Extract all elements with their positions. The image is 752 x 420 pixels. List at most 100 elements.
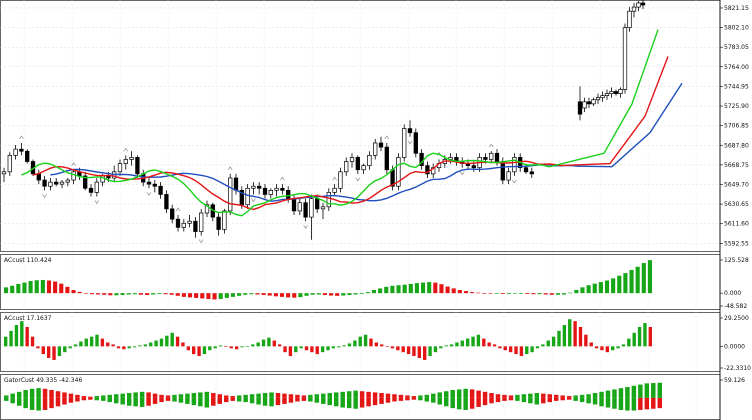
histogram-bar [46, 346, 51, 358]
gator-lower-bar [599, 397, 604, 407]
indicator-y-tick-label: -22.3310 [724, 365, 751, 372]
gator-upper-bar [657, 382, 662, 398]
indicator-title-2: ACcust 17.1637 [4, 315, 52, 322]
candle [1, 171, 7, 175]
candle [187, 220, 192, 224]
histogram-bar [604, 280, 610, 294]
histogram-bar [77, 291, 82, 294]
main-y-tick-label: 5783.05 [724, 44, 749, 51]
histogram-bar [390, 346, 395, 349]
histogram-bar [508, 346, 513, 353]
histogram-bar [335, 293, 340, 296]
indicator-y-tick-label: -48.582 [724, 303, 747, 310]
histogram-bar [623, 273, 628, 294]
gator-upper-bar [573, 395, 578, 398]
histogram-bar [605, 346, 610, 353]
gator-upper-bar [644, 383, 650, 398]
gator-lower-bar [236, 397, 242, 402]
gator-lower-bar [75, 397, 80, 402]
histogram-bar [641, 263, 646, 294]
fractal-down-marker [94, 200, 100, 205]
histogram-bar [36, 346, 40, 349]
gator-upper-bar [301, 395, 307, 398]
histogram-bar [546, 340, 550, 347]
histogram-bar [326, 346, 330, 351]
candle [483, 157, 488, 160]
histogram-bar [41, 346, 45, 355]
gator-upper-bar [94, 396, 100, 398]
gator-upper-bar [269, 392, 274, 398]
gator-upper-bar [224, 395, 229, 398]
histogram-bar [298, 293, 303, 298]
gator-upper-bar [256, 393, 261, 398]
alligator-teeth-line [32, 56, 669, 211]
gator-lower-bar [560, 397, 565, 401]
main-y-tick-label: 5649.70 [724, 181, 749, 188]
histogram-bar [22, 282, 27, 294]
histogram-bar [347, 343, 352, 347]
histogram-bar [149, 342, 153, 347]
histogram-bar [40, 279, 45, 294]
gator-lower-bar [159, 397, 164, 403]
candle [609, 91, 614, 94]
histogram-bar [292, 293, 297, 298]
gator-lower-bar [644, 397, 650, 410]
gator-upper-bar [126, 393, 132, 398]
candle [577, 101, 583, 115]
histogram-bar [455, 342, 459, 347]
candle [636, 2, 641, 8]
main-y-tick-label: 5687.80 [724, 142, 749, 149]
histogram-bar [621, 344, 626, 347]
fractal-down-marker [355, 177, 361, 182]
gator-upper-bar [120, 393, 125, 398]
candle [591, 99, 596, 105]
candle [25, 150, 30, 162]
histogram-bar [10, 285, 15, 294]
candle [193, 220, 198, 232]
histogram-bar [4, 336, 8, 347]
histogram-bar [175, 336, 180, 347]
gator-lower-bar [249, 397, 255, 404]
histogram-bar [234, 346, 239, 350]
gator-upper-bar [528, 393, 533, 398]
histogram-bar [63, 346, 67, 353]
gator-upper-bar [651, 383, 656, 398]
histogram-bar [192, 346, 196, 355]
gator-lower-bar [107, 397, 112, 403]
gator-upper-bar [560, 395, 565, 398]
candle [489, 152, 494, 160]
candle [228, 177, 233, 212]
histogram-bar [498, 346, 502, 349]
histogram-bar [463, 291, 469, 294]
gator-lower-bar [346, 397, 352, 409]
histogram-bar [212, 293, 217, 300]
histogram-bar [288, 346, 293, 357]
gator-lower-bar [431, 397, 436, 403]
histogram-bar [4, 287, 9, 294]
histogram-bar [218, 293, 223, 299]
histogram-bar [73, 344, 78, 347]
histogram-bar [580, 287, 585, 294]
histogram-bar [84, 338, 88, 347]
histogram-bar [273, 293, 278, 297]
gator-lower-bar [482, 397, 488, 406]
histogram-bar [230, 293, 236, 297]
histogram-bar [445, 286, 450, 294]
gator-upper-bar [437, 392, 442, 398]
gator-upper-bar [262, 393, 268, 398]
gator-upper-bar [10, 393, 15, 398]
histogram-bar [310, 346, 314, 353]
candle [88, 187, 94, 193]
gator-upper-bar [521, 394, 527, 398]
gator-lower-bar [638, 397, 643, 410]
gator-upper-bar [566, 396, 572, 398]
histogram-bar [451, 288, 456, 294]
candle [326, 192, 331, 208]
gator-upper-bar [476, 390, 481, 398]
main-y-tick-label: 5725.90 [724, 103, 749, 110]
candle [315, 198, 320, 210]
indicator-y-tick-label: 125.528 [724, 257, 749, 264]
histogram-bar [514, 346, 518, 355]
gator-upper-bar [534, 393, 540, 398]
